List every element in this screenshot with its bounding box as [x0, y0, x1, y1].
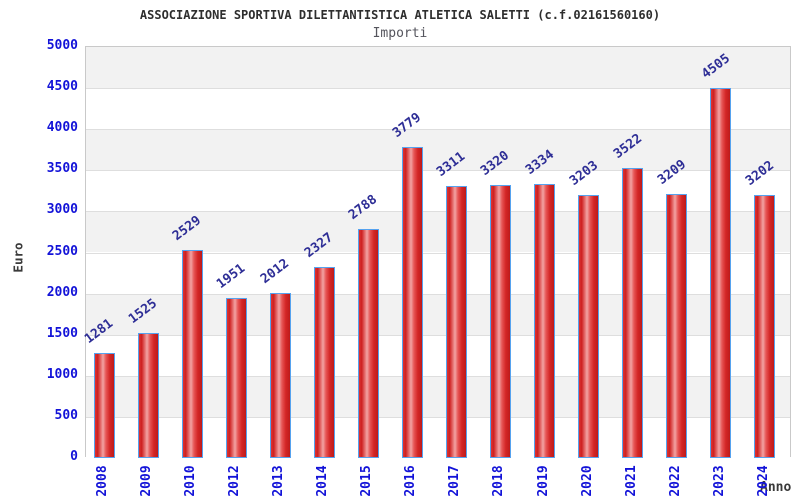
gridline — [86, 211, 790, 213]
bar-2009 — [137, 332, 159, 458]
x-tick-label: 2013 — [271, 465, 287, 497]
y-tick-label: 5000 — [46, 38, 78, 53]
y-tick-label: 500 — [54, 407, 78, 423]
y-tick-label: 2500 — [46, 243, 78, 259]
y-tick-label: 4500 — [46, 79, 78, 95]
x-tick-label: 2010 — [183, 465, 199, 497]
gridline — [86, 334, 790, 336]
x-tick-label: 2023 — [711, 465, 727, 497]
bar-2023 — [710, 87, 732, 458]
bar-2016 — [401, 147, 423, 458]
gridline — [86, 375, 790, 377]
y-tick-label: 4000 — [46, 120, 78, 136]
y-tick-label: 3500 — [46, 161, 78, 177]
bar-2018 — [489, 185, 511, 458]
x-tick-label: 2012 — [227, 465, 243, 497]
background-band — [86, 129, 790, 171]
gridline — [86, 252, 790, 254]
gridline — [86, 88, 790, 90]
bar-2013 — [269, 292, 291, 458]
background-band — [86, 47, 790, 89]
x-tick-label: 2018 — [491, 465, 507, 497]
x-axis-title: Anno — [760, 480, 792, 495]
gridline — [86, 416, 790, 418]
y-tick-label: 1500 — [46, 325, 78, 341]
gridline — [86, 293, 790, 295]
x-tick-label: 2022 — [667, 465, 683, 497]
bar-2020 — [578, 194, 600, 458]
x-tick-label: 2014 — [315, 465, 331, 497]
x-tick-label: 2024 — [755, 465, 771, 497]
y-tick-label: 0 — [70, 449, 78, 464]
gridline — [86, 129, 790, 131]
bar-2019 — [534, 183, 555, 458]
bar-2008 — [93, 352, 115, 458]
background-band — [86, 88, 790, 130]
bar-2015 — [357, 228, 379, 458]
x-tick-label: 2015 — [359, 465, 375, 497]
x-tick-label: 2008 — [95, 465, 110, 497]
plot-area: 1281 1525 2529 1951 2012 2327 2788 3779 3311 3320… — [82, 46, 791, 458]
x-tick-label: 2020 — [579, 465, 595, 497]
y-tick-label: 1000 — [46, 366, 78, 382]
bar-2010 — [181, 250, 203, 458]
x-tick-label: 2016 — [403, 465, 419, 497]
x-tick-label: 2009 — [139, 465, 155, 497]
x-tick-label: 2021 — [623, 465, 639, 497]
x-tick-label: 2019 — [535, 465, 551, 497]
gridline — [86, 170, 790, 172]
chart-title: ASSOCIAZIONE SPORTIVA DILETTANTISTICA AT… — [139, 8, 661, 22]
x-tick-label: 2017 — [447, 465, 463, 497]
bar-2022 — [666, 194, 688, 458]
y-tick-label: 3000 — [46, 202, 78, 218]
bar-2017 — [445, 185, 467, 458]
chart-subtitle: Importi — [372, 26, 428, 41]
bar-2024 — [754, 194, 776, 458]
bar-2021 — [622, 168, 644, 458]
y-tick-label: 2000 — [46, 284, 78, 300]
bar-2014 — [313, 266, 335, 458]
bar-2012 — [225, 297, 247, 458]
